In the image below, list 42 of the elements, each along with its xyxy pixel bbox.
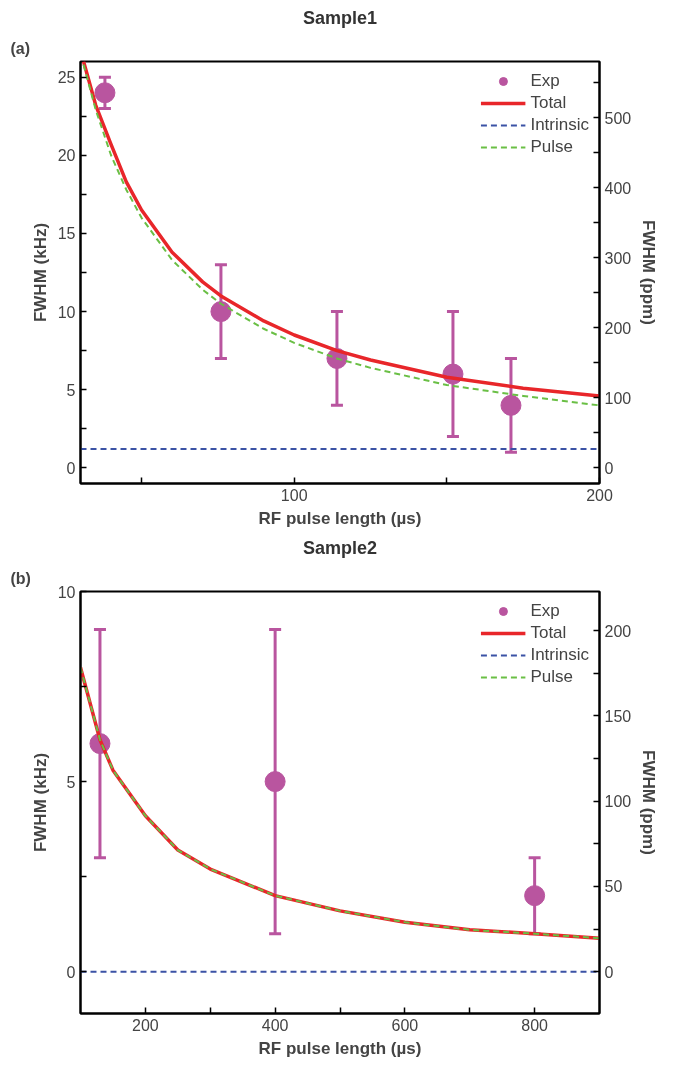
x-axis-title: RF pulse length (µs)	[258, 1038, 422, 1058]
chart-title: Sample2	[302, 537, 378, 558]
y-tick-label: 25	[57, 69, 76, 87]
y2-tick-label: 0	[604, 963, 614, 981]
y2-tick-label: 400	[604, 179, 632, 197]
y-tick-label: 0	[66, 963, 76, 981]
y-tick-label: 5	[66, 773, 76, 791]
text: (b)	[10, 569, 31, 587]
text: (a)	[10, 39, 31, 57]
y2-tick-label: 200	[604, 622, 632, 640]
y2-tick-label: 200	[604, 319, 632, 337]
y2-tick-label: 50	[604, 878, 623, 896]
x-tick-label: 600	[391, 1016, 419, 1034]
y-axis-title: FWHM (kHz)	[30, 752, 50, 853]
y2-tick-label: 150	[604, 707, 632, 725]
y2-tick-label: 500	[604, 109, 632, 127]
y-tick-label: 10	[57, 583, 76, 601]
y-tick-label: 0	[66, 459, 76, 477]
legend-label: Exp	[530, 71, 560, 91]
y2-tick-label: 100	[604, 793, 632, 811]
x-axis-title: RF pulse length (µs)	[258, 508, 422, 528]
legend-label: Total	[530, 93, 567, 113]
x-tick-label: 800	[521, 1016, 549, 1034]
y2-tick-label: 300	[604, 249, 632, 267]
y2-tick-label: 100	[604, 389, 632, 407]
legend-label: Pulse	[530, 667, 573, 687]
chart-title: Sample1	[302, 7, 378, 28]
legend-label: Intrinsic	[530, 645, 589, 665]
x-tick-label: 200	[132, 1016, 159, 1034]
y2-tick-label: 0	[604, 459, 614, 477]
y-tick-label: 20	[57, 147, 76, 165]
legend-label: Pulse	[530, 137, 573, 157]
legend-label: Total	[530, 623, 567, 643]
y2-axis-title: FWHM (ppm)	[639, 750, 659, 855]
y-tick-label: 10	[57, 303, 76, 321]
legend-label: Exp	[530, 601, 560, 621]
x-tick-label: 400	[261, 1016, 289, 1034]
y2-axis-title: FWHM (ppm)	[639, 220, 659, 325]
legend-label: Intrinsic	[530, 115, 589, 135]
y-tick-label: 5	[66, 381, 76, 399]
y-axis-title: FWHM (kHz)	[30, 222, 50, 323]
y-tick-label: 15	[57, 225, 76, 243]
